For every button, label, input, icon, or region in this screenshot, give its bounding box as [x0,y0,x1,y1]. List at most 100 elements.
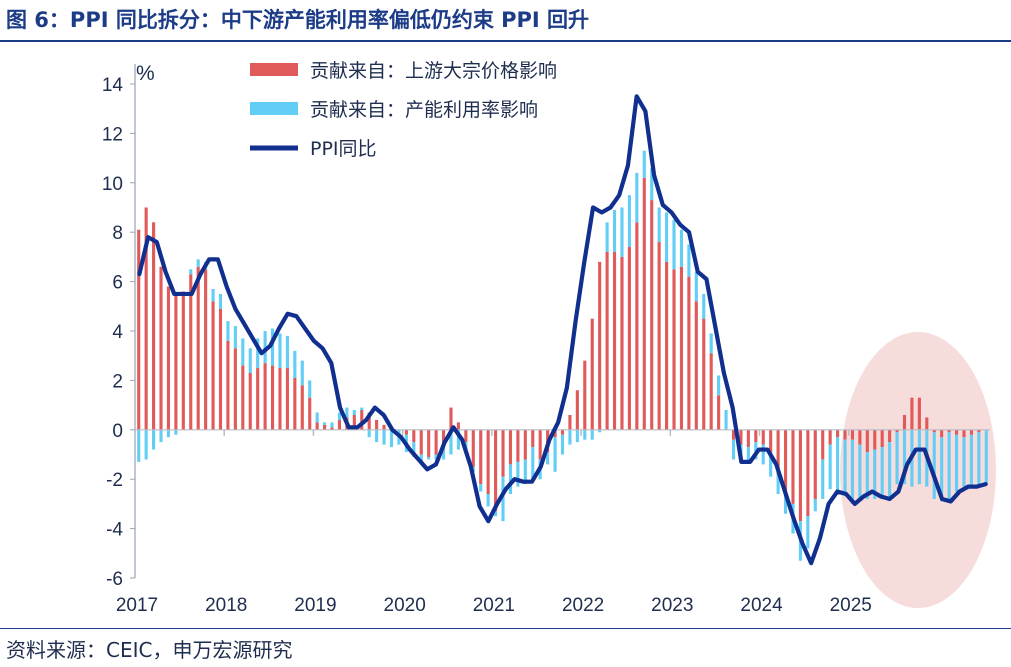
bar-upstream-67 [635,222,639,430]
bar-upstream-60 [583,360,587,430]
bar-capacity-47 [486,494,490,507]
bar-upstream-9 [204,269,208,430]
bar-capacity-96 [850,439,855,504]
bar-capacity-58 [568,429,572,445]
x-tick-label: 2017 [116,595,158,616]
ppi-line-group [137,94,988,566]
bar-capacity-27 [337,412,342,420]
bar-capacity-12 [226,321,230,341]
bar-upstream-72 [672,269,676,430]
bar-capacity-43 [456,429,460,450]
bar-upstream-84 [761,429,765,445]
bar-upstream-108 [940,429,944,438]
bar-upstream-49 [501,429,505,477]
x-tick-label: 2025 [830,595,872,616]
y-tick-label: 4 [112,322,123,343]
legend-label-ppi: PPI同比 [310,138,377,160]
bar-upstream-19 [278,368,282,430]
bar-upstream-109 [947,429,951,433]
bar-capacity-71 [665,212,669,262]
bar-capacity-33 [382,429,386,445]
bar-capacity-76 [702,293,706,319]
bar-capacity-21 [293,350,297,378]
bar-capacity-28 [345,407,349,418]
bar-upstream-24 [315,422,319,430]
bar-capacity-59 [575,429,579,443]
x-tick-label: 2020 [384,595,426,616]
bar-capacity-82 [746,447,750,462]
bar-upstream-83 [754,429,758,443]
bar-capacity-87 [783,496,788,514]
bar-upstream-31 [367,412,371,430]
bar-upstream-73 [679,266,684,430]
y-tick-label: -2 [106,470,123,491]
bar-capacity-1 [144,429,148,460]
bar-capacity-24 [315,412,319,423]
bar-upstream-56 [553,429,557,438]
bar-capacity-16 [256,338,260,369]
y-tick-label: 10 [102,174,123,195]
x-tick-label: 2024 [740,595,783,616]
y-tick-label: 0 [112,421,123,442]
bar-upstream-50 [508,429,513,465]
bar-upstream-63 [605,251,609,430]
bar-capacity-63 [605,222,609,252]
bar-upstream-48 [494,429,498,512]
bar-upstream-89 [798,429,802,522]
bar-capacity-113 [977,432,981,487]
bar-upstream-26 [330,427,334,430]
bar-capacity-85 [769,452,773,477]
bar-capacity-7 [189,269,193,275]
bar-upstream-105 [917,397,921,430]
bar-capacity-11 [218,293,223,309]
bar-capacity-25 [323,422,327,425]
bar-capacity-74 [687,244,691,277]
legend-label-capacity: 贡献来自：产能利用率影响 [310,99,538,121]
bar-capacity-103 [902,429,907,485]
bar-capacity-20 [285,335,289,369]
bar-capacity-51 [516,461,520,487]
bar-upstream-18 [270,365,275,430]
bar-upstream-71 [665,261,669,430]
bar-upstream-87 [783,429,788,497]
bar-capacity-5 [174,429,178,435]
bar-upstream-32 [375,419,379,430]
bar-upstream-1 [144,207,148,430]
bar-upstream-106 [925,417,929,430]
bar-upstream-40 [434,429,438,455]
bar-upstream-66 [627,247,631,430]
bar-capacity-57 [560,434,565,455]
bar-upstream-12 [226,340,230,430]
bar-upstream-78 [717,395,721,430]
bar-upstream-2 [152,222,156,430]
bar-upstream-61 [590,318,594,430]
bar-capacity-93 [828,444,832,490]
bar-upstream-47 [486,429,490,495]
bar-upstream-23 [308,397,312,430]
bar-upstream-8 [196,266,200,430]
bar-capacity-92 [821,459,825,499]
chart-title: 图 6：PPI 同比拆分：中下游产能利用率偏低仍约束 PPI 回升 [6,8,590,32]
bar-upstream-94 [836,429,840,438]
bar-upstream-41 [441,429,446,448]
bar-upstream-58 [568,414,572,430]
bar-capacity-110 [954,434,959,492]
bar-capacity-102 [895,432,899,485]
title-underline [0,40,1011,42]
bar-upstream-30 [360,410,364,430]
bar-capacity-14 [241,338,245,366]
bar-upstream-111 [962,429,966,438]
bar-upstream-52 [523,429,527,460]
y-tick-label: -6 [106,569,123,590]
bar-capacity-105 [917,429,921,485]
legend-swatch-upstream [250,63,298,76]
bar-upstream-57 [560,429,565,435]
bar-capacity-23 [308,380,312,398]
bar-upstream-88 [791,429,795,504]
y-tick-label: 12 [102,124,123,145]
bar-upstream-90 [806,429,810,517]
bar-upstream-98 [865,429,869,453]
bar-capacity-10 [211,289,215,302]
bar-capacity-107 [932,432,936,499]
bar-capacity-19 [278,333,282,369]
